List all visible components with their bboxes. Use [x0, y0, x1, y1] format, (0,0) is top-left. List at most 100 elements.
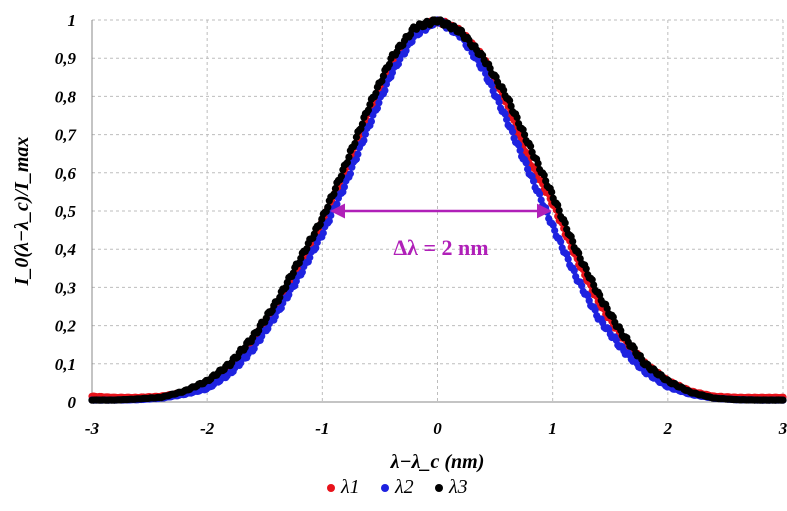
legend: λ1 λ2 λ3: [327, 476, 468, 498]
data-point: [522, 159, 530, 167]
data-point: [575, 249, 583, 257]
data-point: [569, 237, 577, 245]
series-3: [88, 16, 787, 404]
x-axis-title: λ−λ_c (nm): [390, 451, 485, 473]
y-tick-label: 0,7: [55, 126, 78, 145]
data-point: [554, 201, 562, 209]
data-point: [381, 86, 389, 94]
data-point: [375, 99, 383, 107]
data-point: [312, 244, 320, 252]
fwhm-label: Δλ = 2 nm: [393, 235, 488, 260]
x-tick-label: -2: [200, 419, 215, 438]
y-tick-label: 1: [68, 11, 77, 30]
data-point: [346, 170, 354, 178]
x-tick-label: -1: [315, 419, 329, 438]
data-point: [500, 86, 508, 94]
data-point: [352, 133, 360, 141]
data-point: [298, 268, 306, 276]
tick-labels: 0 0,1 0,2 0,3 0,4 0,5 0,6 0,7 0,8 0,9 1 -3 -2 -1 0 1 2 3: [55, 11, 787, 438]
data-point: [366, 100, 374, 109]
data-point: [285, 291, 293, 299]
data-point: [333, 200, 341, 208]
data-point: [530, 177, 538, 185]
legend-label: λ2: [394, 476, 414, 498]
data-point: [331, 184, 339, 193]
data-point: [354, 150, 362, 158]
data-point: [503, 115, 511, 124]
data-point: [367, 117, 375, 125]
data-point: [549, 221, 557, 229]
data-point: [482, 69, 490, 77]
legend-label: λ3: [448, 476, 468, 498]
data-point: [319, 229, 327, 237]
legend-marker: [381, 484, 389, 492]
data-point: [521, 131, 529, 139]
data-point: [506, 97, 514, 105]
x-tick-label: 3: [778, 419, 787, 438]
data-point: [402, 47, 410, 55]
annotation: Δλ = 2 nm: [330, 203, 552, 260]
data-point: [557, 238, 565, 246]
data-point: [501, 110, 509, 118]
data-point: [289, 269, 297, 277]
data-point: [564, 255, 572, 263]
data-point: [578, 282, 586, 290]
data-point: [373, 104, 381, 112]
y-axis-title: I_0(λ−λ_c)/I_max: [11, 137, 33, 287]
data-point: [515, 141, 523, 149]
data-point: [360, 136, 368, 144]
y-tick-label: 0,8: [55, 87, 77, 106]
data-point: [570, 267, 578, 275]
data-point: [372, 89, 380, 97]
data-point: [343, 158, 351, 167]
legend-marker: [327, 484, 335, 492]
data-point: [527, 142, 535, 150]
data-point: [507, 102, 515, 110]
x-tick-label: -3: [85, 419, 100, 438]
data-point: [276, 293, 284, 301]
y-tick-label: 0,1: [55, 355, 76, 374]
data-point: [591, 306, 599, 314]
data-point: [551, 226, 559, 235]
data-point: [596, 291, 604, 299]
data-point: [361, 130, 369, 138]
data-point: [303, 245, 311, 253]
data-points: [88, 16, 787, 404]
data-point: [324, 203, 332, 211]
axes: [91, 20, 783, 403]
data-point: [536, 190, 544, 198]
x-tick-label: 2: [663, 419, 673, 438]
y-tick-label: 0,6: [55, 164, 77, 183]
y-tick-label: 0,4: [55, 240, 76, 259]
legend-label: λ1: [340, 476, 360, 498]
y-tick-label: 0,9: [55, 49, 77, 68]
data-point: [340, 183, 348, 191]
data-point: [516, 146, 524, 154]
data-point: [513, 113, 521, 121]
data-point: [582, 265, 590, 273]
y-tick-label: 0,2: [55, 317, 77, 336]
y-tick-label: 0,5: [55, 202, 77, 221]
x-tick-label: 0: [433, 419, 442, 438]
legend-marker: [435, 484, 443, 492]
data-point: [555, 206, 563, 215]
data-point: [540, 171, 548, 179]
data-point: [379, 72, 387, 80]
data-point: [345, 153, 353, 161]
y-tick-label: 0: [68, 393, 77, 412]
data-point: [548, 188, 556, 196]
y-tick-label: 0,3: [55, 278, 77, 297]
data-point: [534, 159, 542, 167]
data-point: [358, 120, 366, 128]
data-point: [779, 396, 787, 404]
data-point: [330, 190, 338, 198]
data-point: [561, 219, 569, 227]
x-tick-label: 1: [548, 419, 557, 438]
data-point: [488, 81, 496, 89]
data-point: [351, 139, 359, 148]
data-point: [325, 217, 333, 225]
grid-lines: [91, 19, 784, 403]
data-point: [310, 230, 318, 238]
